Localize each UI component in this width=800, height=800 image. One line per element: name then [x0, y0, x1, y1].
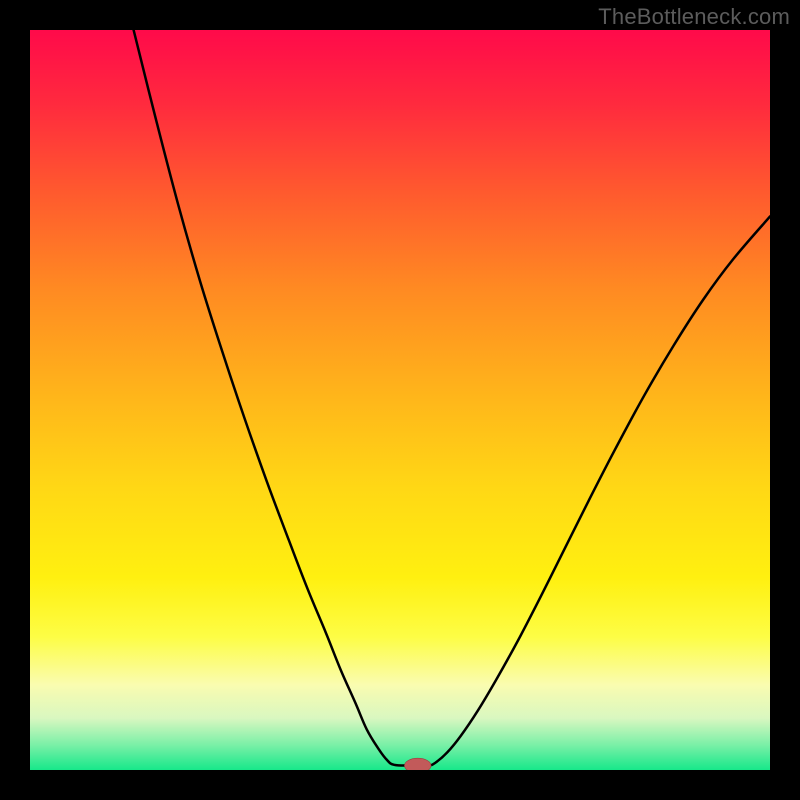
- chart-frame: TheBottleneck.com: [0, 0, 800, 800]
- gradient-background: [30, 30, 770, 770]
- plot-area: [30, 30, 770, 770]
- minimum-marker: [404, 758, 431, 770]
- bottleneck-chart: [30, 30, 770, 770]
- attribution-label: TheBottleneck.com: [598, 4, 790, 30]
